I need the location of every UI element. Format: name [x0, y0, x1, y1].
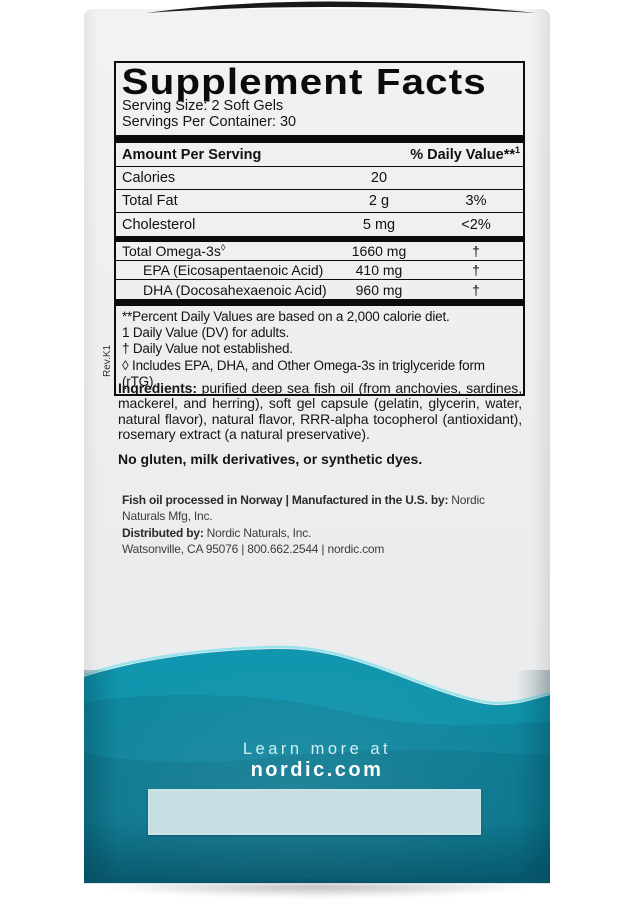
- servings-per-container: Servings Per Container: 30: [122, 113, 297, 130]
- learn-more-text: Learn more at: [242, 740, 392, 758]
- footnote-line: 1 Daily Value (DV) for adults.: [122, 325, 290, 341]
- distributed-by-label: Distributed by:: [122, 525, 204, 540]
- panel-title: Supplement Facts: [121, 61, 487, 102]
- divider-bar-thick: [116, 135, 523, 143]
- footnote-line: † Daily Value not established.: [122, 341, 293, 357]
- distributor-name: Nordic Naturals, Inc.: [206, 525, 312, 540]
- nutrition-row-cholesterol: Cholesterol 5 mg <2%: [116, 213, 523, 236]
- row-dv: †: [472, 262, 480, 278]
- rev-code: Rev.K1: [102, 344, 113, 377]
- nutrition-row-epa: EPA (Eicosapentaenoic Acid) 410 mg †: [116, 261, 523, 280]
- distribution-line-1: Fish oil processed in Norway | Manufactu…: [122, 492, 526, 525]
- blank-label-panel: [148, 789, 481, 835]
- row-dv: †: [472, 281, 480, 298]
- daily-value-superscript: 1: [514, 145, 520, 156]
- row-amount: 2 g: [368, 193, 390, 209]
- amount-per-serving-header: Amount Per Serving: [122, 147, 262, 163]
- nutrition-row-total-fat: Total Fat 2 g 3%: [116, 190, 523, 213]
- divider-bar-thick: [116, 236, 523, 242]
- supplement-facts-panel: Supplement Facts Serving Size: 2 Soft Ge…: [114, 61, 525, 397]
- distribution-line-2: Distributed by: Nordic Naturals, Inc.: [122, 525, 526, 541]
- box-top-opening: [146, 1, 536, 13]
- nutrition-row-total-omega3: Total Omega-3s◊ 1660 mg †: [116, 242, 523, 261]
- serving-size: Serving Size: 2 Soft Gels: [122, 98, 284, 114]
- row-label: Total Fat: [122, 193, 178, 209]
- ingredients-label: Ingredients:: [118, 380, 197, 396]
- row-label: DHA (Docosahexaenoic Acid): [143, 281, 327, 298]
- distribution-line-3: Watsonville, CA 95076 | 800.662.2544 | n…: [122, 542, 385, 557]
- manufacturer-name: Nordic Naturals Mfg, Inc.: [122, 493, 485, 524]
- row-amount: 1660 mg: [351, 243, 407, 259]
- nutrition-row-dha: DHA (Docosahexaenoic Acid) 960 mg †: [116, 280, 523, 299]
- footnotes: **Percent Daily Values are based on a 2,…: [116, 306, 523, 394]
- allergen-claim: No gluten, milk derivatives, or syntheti…: [118, 451, 423, 467]
- row-amount: 20: [370, 170, 388, 186]
- row-dv: 3%: [465, 193, 487, 209]
- row-amount: 410 mg: [355, 262, 403, 278]
- manufactured-by-label: Fish oil processed in Norway | Manufactu…: [122, 493, 449, 507]
- row-label: EPA (Eicosapentaenoic Acid): [143, 262, 324, 278]
- nordic-url: nordic.com: [250, 759, 384, 781]
- ingredients-text: purified deep sea fish oil (from anchovi…: [118, 380, 522, 443]
- row-label-text: Total Omega-3s: [122, 243, 221, 259]
- daily-value-header: % Daily Value**1: [329, 145, 523, 163]
- row-label: Calories: [122, 170, 176, 186]
- daily-value-header-text: % Daily Value**: [410, 147, 515, 163]
- omega3-superscript: ◊: [220, 242, 226, 253]
- distribution-section: Fish oil processed in Norway | Manufactu…: [122, 492, 526, 558]
- footnote-line: ◊ Includes EPA, DHA, and Other Omega-3s …: [122, 357, 485, 389]
- box-shadow: [92, 884, 542, 898]
- row-dv: <2%: [461, 216, 491, 233]
- nutrition-header-row: Amount Per Serving % Daily Value**1: [116, 143, 523, 167]
- row-amount: 5 mg: [362, 216, 396, 233]
- row-dv: †: [472, 243, 480, 259]
- divider-bar-thick: [116, 299, 523, 306]
- row-label: Total Omega-3s◊: [116, 243, 329, 259]
- row-amount: 960 mg: [355, 281, 403, 298]
- nutrition-row-calories: Calories 20: [116, 167, 523, 190]
- ingredients-section: Ingredients: purified deep sea fish oil …: [118, 380, 522, 443]
- footnote-line: **Percent Daily Values are based on a 2,…: [122, 309, 450, 324]
- row-label: Cholesterol: [122, 216, 196, 233]
